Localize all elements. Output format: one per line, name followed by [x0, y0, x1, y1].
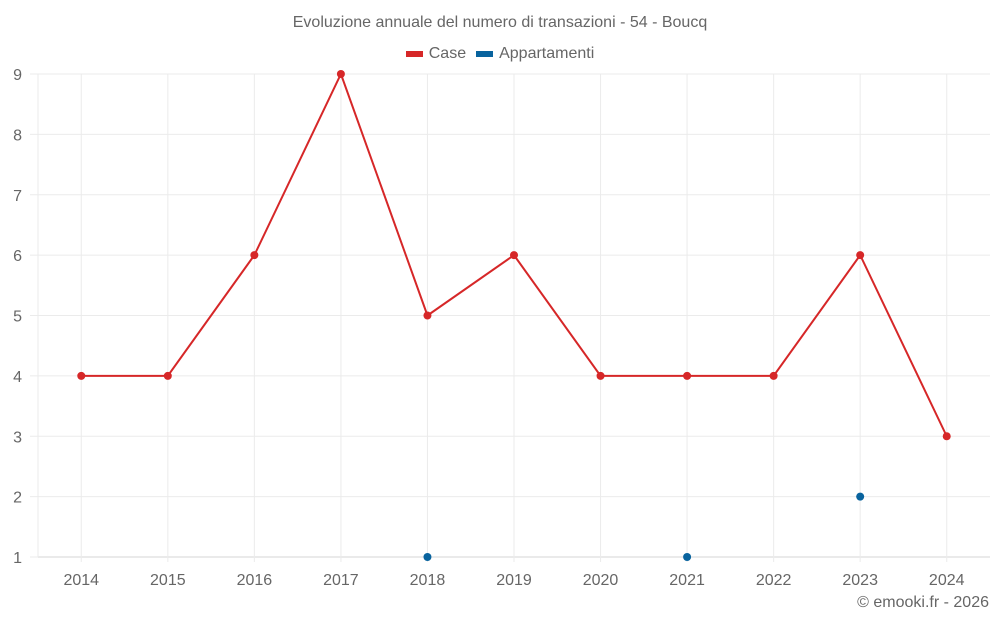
- data-point-case[interactable]: [423, 311, 432, 320]
- x-tick-label: 2021: [669, 572, 705, 589]
- x-tick-label: 2017: [323, 572, 359, 589]
- x-tick-label: 2020: [583, 572, 619, 589]
- y-tick-label: 4: [13, 369, 22, 386]
- x-tick-label: 2014: [63, 572, 99, 589]
- data-point-case[interactable]: [683, 371, 692, 380]
- data-point-case[interactable]: [942, 432, 951, 441]
- legend: Case Appartamenti: [0, 45, 1000, 63]
- y-tick-label: 3: [13, 429, 22, 446]
- x-tick-label: 2022: [756, 572, 792, 589]
- y-tick-label: 7: [13, 188, 22, 205]
- data-point-case[interactable]: [163, 371, 172, 380]
- data-point-appartamenti[interactable]: [423, 553, 432, 561]
- data-point-appartamenti[interactable]: [856, 492, 865, 501]
- legend-item-appartamenti[interactable]: Appartamenti: [476, 45, 594, 63]
- legend-swatch-case: [405, 51, 423, 57]
- data-point-case[interactable]: [510, 251, 518, 260]
- legend-swatch-appartamenti: [476, 51, 494, 57]
- y-tick-label: 2: [13, 490, 22, 507]
- legend-item-case[interactable]: Case: [405, 45, 467, 63]
- data-point-case[interactable]: [77, 371, 86, 380]
- data-point-appartamenti[interactable]: [683, 553, 692, 561]
- y-tick-label: 6: [13, 248, 22, 265]
- x-tick-label: 2019: [496, 572, 532, 589]
- legend-label-case: Case: [428, 45, 467, 62]
- data-point-case[interactable]: [250, 251, 259, 260]
- chart-title: Evoluzione annuale del numero di transaz…: [292, 14, 708, 31]
- x-tick-label: 2015: [150, 572, 186, 589]
- data-point-case[interactable]: [596, 371, 605, 380]
- x-tick-label: 2018: [410, 572, 446, 589]
- legend-label-appartamenti: Appartamenti: [499, 45, 595, 62]
- data-point-case[interactable]: [856, 251, 865, 260]
- x-tick-label: 2016: [237, 572, 273, 589]
- data-point-case[interactable]: [336, 70, 345, 78]
- y-tick-label: 9: [13, 67, 22, 84]
- y-tick-label: 1: [13, 550, 22, 567]
- x-tick-label: 2023: [842, 572, 878, 589]
- credit-text: © emooki.fr - 2026: [857, 594, 989, 611]
- data-point-case[interactable]: [769, 371, 778, 380]
- x-tick-label: 2024: [929, 572, 965, 589]
- y-tick-label: 5: [13, 309, 22, 326]
- y-tick-label: 8: [13, 127, 22, 144]
